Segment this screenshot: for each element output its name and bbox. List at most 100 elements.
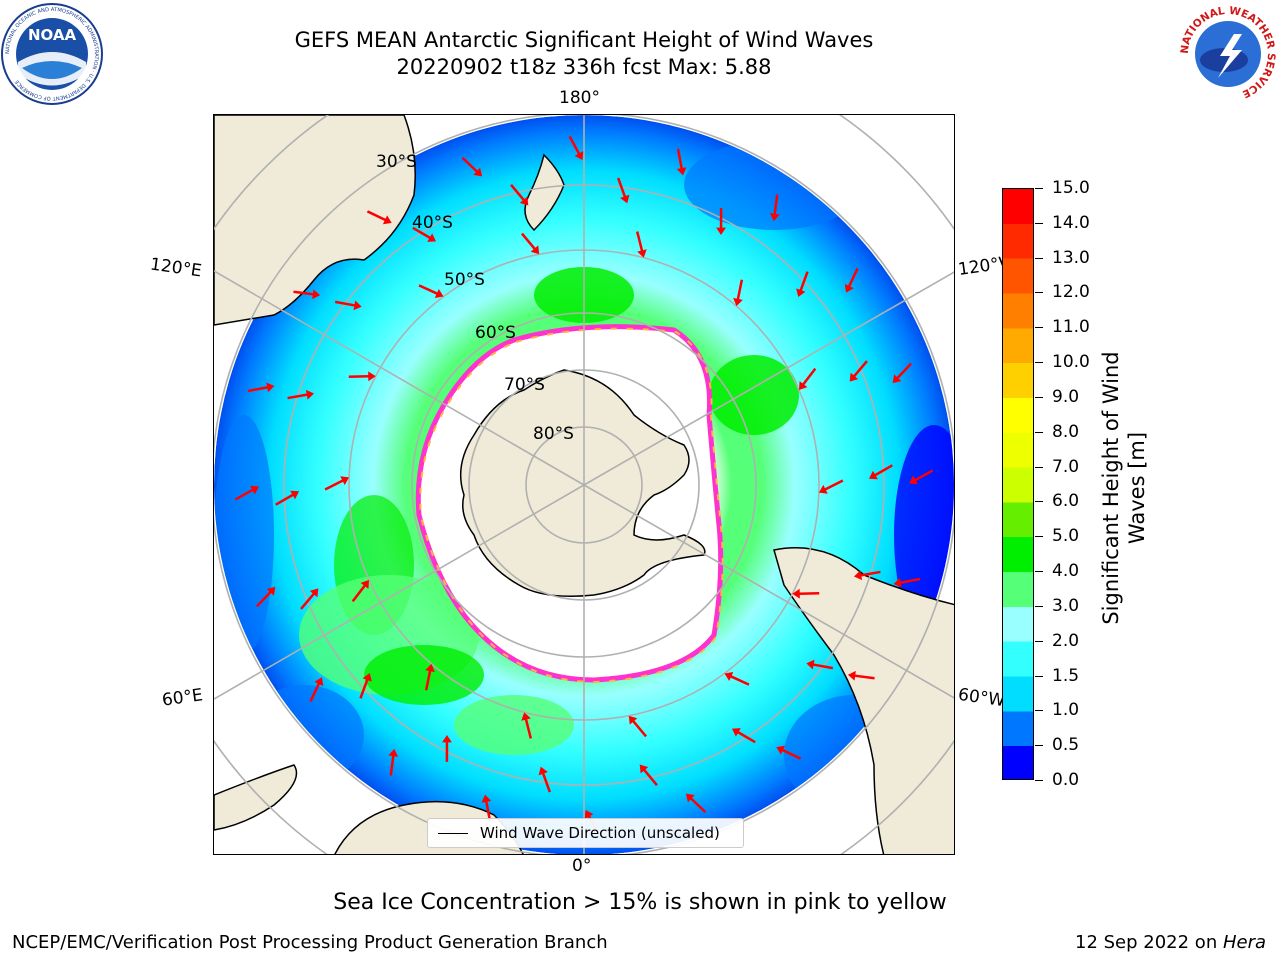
wave-direction-arrow <box>359 679 369 699</box>
wave-direction-arrowhead <box>473 167 483 177</box>
wave-direction-arrow <box>781 748 802 760</box>
lon-label-60e: 60°E <box>160 685 205 711</box>
colorbar-tick-mark <box>1035 780 1043 781</box>
nws-logo: NATIONAL WEATHER SERVICE <box>1176 2 1280 110</box>
colorbar-tick-mark <box>1035 431 1043 433</box>
wave-direction-arrowhead <box>844 283 854 293</box>
wave-direction-arrow <box>247 386 268 393</box>
wave-direction-arrowhead <box>853 570 863 581</box>
wave-direction-arrow <box>461 156 478 173</box>
lat-label-50s: 50°S <box>444 270 485 290</box>
wave-direction-arrow <box>854 674 875 680</box>
noaa-logo: NOAA NATIONAL OCEANIC AND ATMOSPHERIC AD… <box>0 2 104 110</box>
colorbar-tick-label: 14.0 <box>1052 212 1090 233</box>
wave-direction-arrowhead <box>620 194 630 204</box>
colorbar-tick-mark <box>1035 640 1043 642</box>
wave-direction-arrowhead <box>792 588 800 599</box>
colorbar-title: Significant Height of Wind Waves [m] <box>1099 351 1149 625</box>
wave-direction-arrowhead <box>519 196 529 206</box>
wave-direction-arrow <box>234 488 254 501</box>
wave-direction-arrowhead <box>353 300 362 311</box>
wave-direction-arrowhead <box>314 677 324 687</box>
map-title: GEFS MEAN Antarctic Significant Height o… <box>294 28 874 52</box>
wave-direction-arrowhead <box>733 297 743 307</box>
wave-direction-arrowhead <box>530 245 540 255</box>
colorbar-tick-mark <box>1035 188 1043 189</box>
wave-direction-arrow <box>541 772 552 793</box>
legend-line-swatch <box>438 832 468 834</box>
colorbar-tick-label: 1.5 <box>1052 665 1080 686</box>
colorbar-tick-label: 13.0 <box>1052 247 1090 268</box>
antarctica-land <box>459 369 706 597</box>
wave-direction-arrowhead <box>368 371 376 382</box>
colorbar-tick-mark <box>1035 292 1043 294</box>
wave-direction-arrow <box>309 682 321 703</box>
colorbar-tick-mark <box>1035 745 1043 747</box>
wave-direction-arrow <box>366 210 387 222</box>
wave-direction-arrow <box>351 584 366 603</box>
wave-direction-arrowhead <box>266 586 276 596</box>
colorbar-tick-label: 9.0 <box>1052 386 1080 407</box>
wave-direction-arrow <box>799 271 809 291</box>
colorbar-tick-mark <box>1035 257 1043 259</box>
wave-direction-arrowhead <box>382 215 392 225</box>
wave-direction-arrow <box>736 279 744 300</box>
lat-label-70s: 70°S <box>504 375 545 395</box>
wave-direction-arrow <box>676 148 683 169</box>
map-subtitle: 20220902 t18z 336h fcst Max: 5.88 <box>396 55 772 79</box>
wave-direction-arrowhead <box>731 728 741 737</box>
wave-direction-arrow <box>287 393 308 400</box>
wave-direction-arrow <box>896 362 913 379</box>
colorbar-tick-mark <box>1035 710 1043 712</box>
legend-label: Wind Wave Direction (unscaled) <box>480 824 720 842</box>
colorbar-tick-label: 4.0 <box>1052 561 1080 582</box>
lat-label-30s: 30°S <box>376 152 417 172</box>
wave-direction-arrow <box>334 300 356 307</box>
colorbar-tick-mark <box>1035 396 1043 398</box>
wave-direction-arrowhead <box>847 670 856 681</box>
wave-direction-arrow <box>690 797 707 814</box>
lon-label-180: 180° <box>559 88 600 108</box>
wave-direction-arrow <box>510 183 525 201</box>
footer-date: 12 Sep 2022 on Hera <box>1075 932 1266 953</box>
footer-host: Hera <box>1222 932 1266 953</box>
wave-direction-arrowhead <box>796 288 806 297</box>
wave-direction-arrowhead <box>362 673 372 682</box>
wind-wave-direction-arrows <box>234 135 934 835</box>
colorbar-tick-mark <box>1035 571 1043 573</box>
wave-direction-arrowhead <box>637 249 647 258</box>
lon-label-0: 0° <box>572 856 592 876</box>
colorbar-tick-label: 11.0 <box>1052 317 1090 338</box>
colorbar-title-box: Significant Height of Wind Waves [m] <box>1098 298 1158 638</box>
lat-label-60s: 60°S <box>475 323 516 343</box>
wave-direction-arrow <box>324 479 344 491</box>
wave-direction-arrowhead <box>716 227 726 236</box>
colorbar-tick-label: 1.0 <box>1052 700 1080 721</box>
wave-direction-arrow <box>730 675 750 686</box>
colorbar-tick-label: 12.0 <box>1052 282 1090 303</box>
wave-direction-arrow <box>568 135 581 155</box>
wave-direction-arrow <box>874 464 893 477</box>
colorbar-tick-label: 8.0 <box>1052 421 1080 442</box>
wave-direction-arrowhead <box>434 288 444 298</box>
wave-direction-arrowhead <box>776 745 786 755</box>
wave-direction-arrowhead <box>442 734 452 743</box>
colorbar-tick-label: 3.0 <box>1052 595 1080 616</box>
wave-direction-arrow <box>424 670 432 691</box>
colorbar-tick-label: 10.0 <box>1052 352 1090 373</box>
wave-direction-arrow <box>275 493 294 506</box>
wave-direction-arrowhead <box>769 213 780 222</box>
wave-direction-arrowhead <box>425 663 435 673</box>
graticule <box>214 115 954 854</box>
wave-direction-arrowhead <box>724 672 734 682</box>
wave-direction-arrowhead <box>676 167 687 176</box>
footer-branch: NCEP/EMC/Verification Post Processing Pr… <box>12 932 608 953</box>
wave-direction-arrowhead <box>250 485 259 495</box>
wave-direction-arrowhead <box>266 382 275 393</box>
wave-direction-arrowhead <box>893 577 902 588</box>
wave-direction-arrow <box>737 731 756 744</box>
wave-direction-arrowhead <box>312 289 321 300</box>
wave-direction-arrowhead <box>909 475 918 485</box>
svg-text:NOAA: NOAA <box>28 26 77 44</box>
wave-direction-arrowhead <box>309 588 319 598</box>
